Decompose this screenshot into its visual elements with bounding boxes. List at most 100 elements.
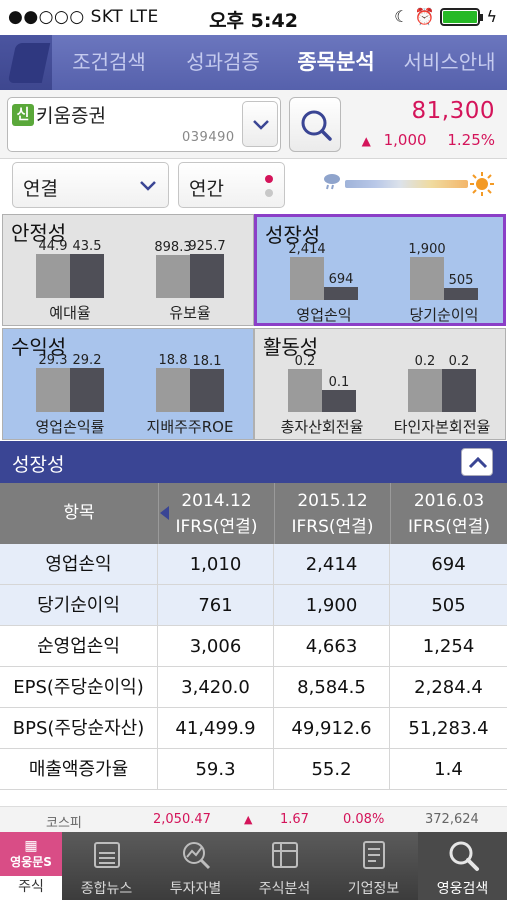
bar-value-current: 29.2 <box>72 353 102 368</box>
chevron-up-icon <box>468 456 488 469</box>
tab-company-info-label: 기업정보 <box>347 881 400 897</box>
charging-icon: ϟ <box>486 7 497 26</box>
consolidation-select[interactable]: 연결 <box>12 162 169 208</box>
table-row[interactable]: BPS(주당순자산) 41,499.9 49,912.6 51,283.4 <box>0 708 507 749</box>
row-value: 59.3 <box>158 749 274 790</box>
bar-value-prev: 0.2 <box>414 354 436 369</box>
rain-cloud-icon <box>322 171 342 195</box>
tab-performance-verify[interactable]: 성과검증 <box>186 50 260 74</box>
metric-label: 당기순이익 <box>409 306 479 324</box>
header-col-3: 2016.03 IFRS(연결) <box>390 483 507 544</box>
bar-current <box>442 369 476 412</box>
chevron-down-icon <box>253 120 269 130</box>
growth-title: 성장성 <box>265 223 321 247</box>
ticker-value: 2,050.47 <box>153 812 211 827</box>
alarm-icon: ⏰ <box>414 7 435 26</box>
bar-value-prev: 0.2 <box>294 354 316 369</box>
row-value: 3,006 <box>158 626 274 667</box>
change-value: 1,000 <box>383 131 427 149</box>
market-ticker[interactable]: 코스피 2,050.47 ▲ 1.67 0.08% 372,624 <box>0 806 507 832</box>
quarter-dot-icon <box>265 189 273 197</box>
bar-value-current: 18.1 <box>192 354 222 369</box>
col-3-period: 2016.03 <box>413 491 485 511</box>
row-label: BPS(주당순자산) <box>0 708 158 749</box>
bar-value-prev: 898.3 <box>154 240 192 255</box>
app-logo-text: 영웅문S <box>10 855 52 869</box>
search-button[interactable] <box>289 97 341 152</box>
table-row[interactable]: 순영업손익 3,006 4,663 1,254 <box>0 626 507 667</box>
row-value: 55.2 <box>274 749 390 790</box>
annual-dot-icon <box>265 175 273 183</box>
row-label: 매출액증가율 <box>0 749 158 790</box>
bar-prev <box>156 368 190 412</box>
growth-panel[interactable]: 성장성 2,414 694 영업손익 1,900 505 당기순이익 <box>254 214 506 326</box>
period-select[interactable]: 연간 <box>178 162 285 208</box>
section-header: 성장성 <box>0 441 507 483</box>
stability-panel[interactable]: 안정성 44.9 43.5 예대율 898.3 925.7 유보율 <box>2 214 254 326</box>
clock: 오후 5:42 <box>209 10 298 32</box>
status-icons: ☾ ⏰ ϟ <box>394 7 497 26</box>
row-value: 1,900 <box>274 585 390 626</box>
bar-value-current: 0.2 <box>448 354 470 369</box>
header-col-2: 2015.12 IFRS(연결) <box>274 483 390 544</box>
menu-button[interactable] <box>0 35 52 90</box>
scroll-left-icon[interactable] <box>160 505 170 524</box>
col-1-basis: IFRS(연결) <box>175 517 258 537</box>
investor-chart-icon <box>182 842 210 870</box>
table-row[interactable]: 매출액증가율 59.3 55.2 1.4 <box>0 749 507 790</box>
bar-value-prev: 18.8 <box>158 353 188 368</box>
tab-news[interactable]: 종합뉴스 <box>62 832 151 900</box>
table-row[interactable]: 당기순이익 761 1,900 505 <box>0 585 507 626</box>
menu-tab-icon <box>7 43 51 83</box>
profitability-panel[interactable]: 수익성 29.3 29.2 영업손익률 18.8 18.1 지배주주ROE <box>2 328 254 440</box>
moon-icon: ☾ <box>394 7 409 26</box>
up-arrow-icon: ▲ <box>361 134 371 148</box>
tab-condition-search[interactable]: 조건검색 <box>72 50 146 74</box>
bar-value-current: 505 <box>448 273 474 288</box>
change-percent: 1.25% <box>447 131 495 149</box>
row-value: 49,912.6 <box>274 708 390 749</box>
header-col-1: 2014.12 IFRS(연결) <box>158 483 274 544</box>
bar-prev <box>36 254 70 298</box>
period-value: 연간 <box>189 178 224 200</box>
metric-label: 타인자본회전율 <box>393 418 491 436</box>
bar-current <box>70 254 104 298</box>
search-icon <box>301 110 332 141</box>
tab-stock-analysis-label: 주식분석 <box>258 881 311 897</box>
metric-label: 총자산회전율 <box>280 418 364 436</box>
row-label: EPS(주당순이익) <box>0 667 158 708</box>
stock-dropdown-button[interactable] <box>242 101 278 147</box>
row-value: 41,499.9 <box>158 708 274 749</box>
bar-current <box>444 288 478 300</box>
tab-company-info[interactable]: 기업정보 <box>329 832 418 900</box>
tab-service-info[interactable]: 서비스안내 <box>403 50 496 74</box>
collapse-button[interactable] <box>461 448 493 476</box>
metric-label: 지배주주ROE <box>146 418 234 436</box>
bar-value-prev: 1,900 <box>408 242 446 257</box>
stock-code: 039490 <box>182 130 235 145</box>
carrier-label: ●●○○○ SKT LTE <box>8 7 159 27</box>
tab-hero-search[interactable]: 영웅검색 <box>418 832 507 900</box>
price-change: ▲ 1,000 1.25% <box>362 131 495 149</box>
table-row[interactable]: EPS(주당순이익) 3,420.0 8,584.5 2,284.4 <box>0 667 507 708</box>
ticker-index: 코스피 <box>46 816 82 831</box>
tab-stock[interactable]: ▦ 영웅문S 주식 <box>0 832 62 900</box>
ticker-percent: 0.08% <box>343 812 385 827</box>
news-icon <box>93 842 120 868</box>
bar-value-prev: 2,414 <box>288 242 326 257</box>
ticker-volume: 372,624 <box>425 812 479 827</box>
bar-prev <box>290 257 324 300</box>
activity-title: 활동성 <box>263 335 319 359</box>
table-header <box>0 483 507 544</box>
row-value: 1,254 <box>422 636 475 657</box>
bar-value-current: 694 <box>328 272 354 287</box>
col-1-period: 2014.12 <box>181 491 252 511</box>
stock-selector[interactable] <box>7 97 281 152</box>
tab-stock-analysis-bottom[interactable]: 주식분석 <box>240 832 329 900</box>
activity-panel[interactable]: 활동성 0.2 0.1 총자산회전율 0.2 0.2 타인자본회전율 <box>254 328 506 440</box>
table-row[interactable]: 영업손익 1,010 2,414 694 <box>0 544 507 585</box>
bar-current <box>190 254 224 298</box>
row-value: 2,414 <box>274 544 390 585</box>
tab-stock-analysis[interactable]: 종목분석 <box>297 50 375 74</box>
tab-investor[interactable]: 투자자별 <box>151 832 240 900</box>
